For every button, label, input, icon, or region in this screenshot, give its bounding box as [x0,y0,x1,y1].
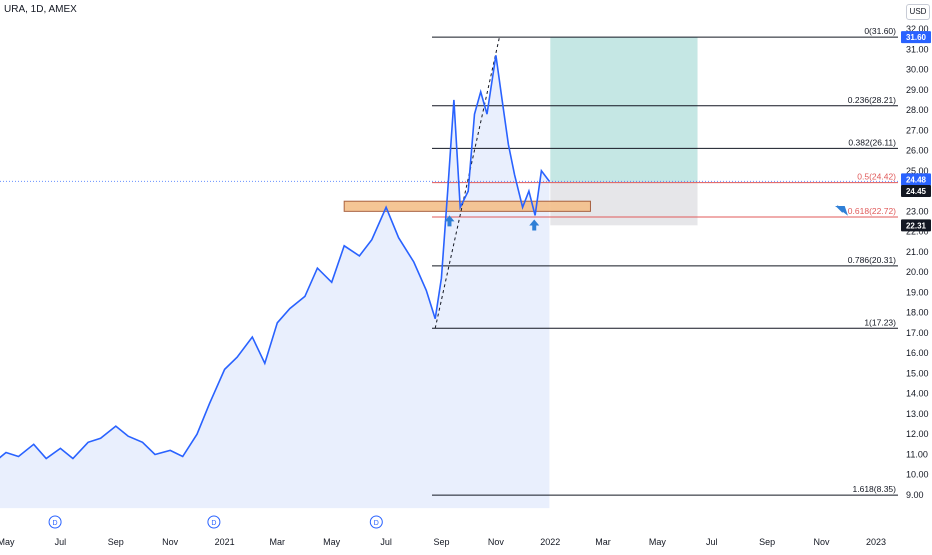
y-tick-label: 31.00 [906,44,929,54]
entry-price-tag [901,184,931,197]
x-tick-label: May [0,537,15,547]
price-line [0,55,551,460]
y-tick-label: 17.00 [906,328,929,338]
x-tick-label: May [649,537,667,547]
y-tick-label: 27.00 [906,125,929,135]
last-price-tag-label: 24.48 [906,175,927,184]
y-tick-label: 25.00 [906,166,929,176]
y-tick-label: 28.00 [906,105,929,115]
fib-level-label: 0.618(22.72) [848,206,896,216]
support-zone [343,200,591,212]
y-tick-label: 10.00 [906,470,929,480]
target-price-tag [901,31,931,44]
entry-price-tag-label: 24.45 [906,187,927,196]
up-arrow-icon [444,215,455,227]
y-tick-label: 23.00 [906,206,929,216]
y-tick-label: 15.00 [906,368,929,378]
y-tick-label: 9.00 [906,490,924,500]
y-tick-label: 12.00 [906,429,929,439]
x-tick-label: 2021 [215,537,235,547]
x-tick-label: Mar [270,537,286,547]
fib-level-label: 1(17.23) [864,317,896,327]
dividend-marker [369,515,383,529]
arrow-down-right-icon [835,205,848,216]
x-tick-label: Jul [55,537,67,547]
x-tick-label: 2022 [540,537,560,547]
x-tick-label: Jul [380,537,392,547]
y-tick-label: 32.00 [906,24,929,34]
fib-level-label: 0(31.60) [864,26,896,36]
x-tick-label: Sep [108,537,124,547]
x-tick-label: Nov [162,537,179,547]
symbol-title: URA, 1D, AMEX [4,4,77,15]
y-tick-label: 20.00 [906,267,929,277]
stop-price-tag [901,219,931,232]
y-tick-label: 16.00 [906,348,929,358]
x-tick-label: Jul [706,537,718,547]
y-tick-label: 19.00 [906,287,929,297]
fib-level-label: 1.618(8.35) [853,484,897,494]
dividend-marker-label: D [211,520,216,527]
fib-level-label: 0.5(24.42) [857,172,896,182]
stop-price-tag-label: 22.31 [906,221,927,230]
x-tick-label: Nov [814,537,831,547]
y-tick-label: 22.00 [906,227,929,237]
trend-line [434,36,500,329]
y-tick-label: 26.00 [906,146,929,156]
y-tick-label: 30.00 [906,65,929,75]
y-tick-label: 11.00 [906,449,928,459]
last-price-tag [901,173,931,186]
y-tick-label: 29.00 [906,85,929,95]
x-tick-label: May [323,537,341,547]
y-tick-label: 13.00 [906,409,929,419]
up-arrow-icon [529,219,540,231]
fib-level-label: 0.236(28.21) [848,95,896,105]
x-tick-label: 2023 [866,537,886,547]
fib-level-label: 0.382(26.11) [848,137,896,147]
currency-badge[interactable]: USD [906,4,930,20]
target-price-tag-label: 31.60 [906,33,927,42]
price-area [0,55,550,509]
y-tick-label: 14.00 [906,389,929,399]
x-tick-label: Sep [759,537,775,547]
fib-level-label: 0.786(20.31) [848,255,896,265]
y-tick-label: 21.00 [906,247,929,257]
x-tick-label: Mar [595,537,611,547]
dividend-marker [207,515,221,529]
x-tick-label: Nov [488,537,505,547]
dividend-marker-label: D [374,520,379,527]
y-tick-label: 18.00 [906,308,929,318]
dividend-marker [48,515,62,529]
dividend-marker-label: D [53,520,58,527]
profit-zone [550,37,698,182]
x-tick-label: Sep [433,537,449,547]
